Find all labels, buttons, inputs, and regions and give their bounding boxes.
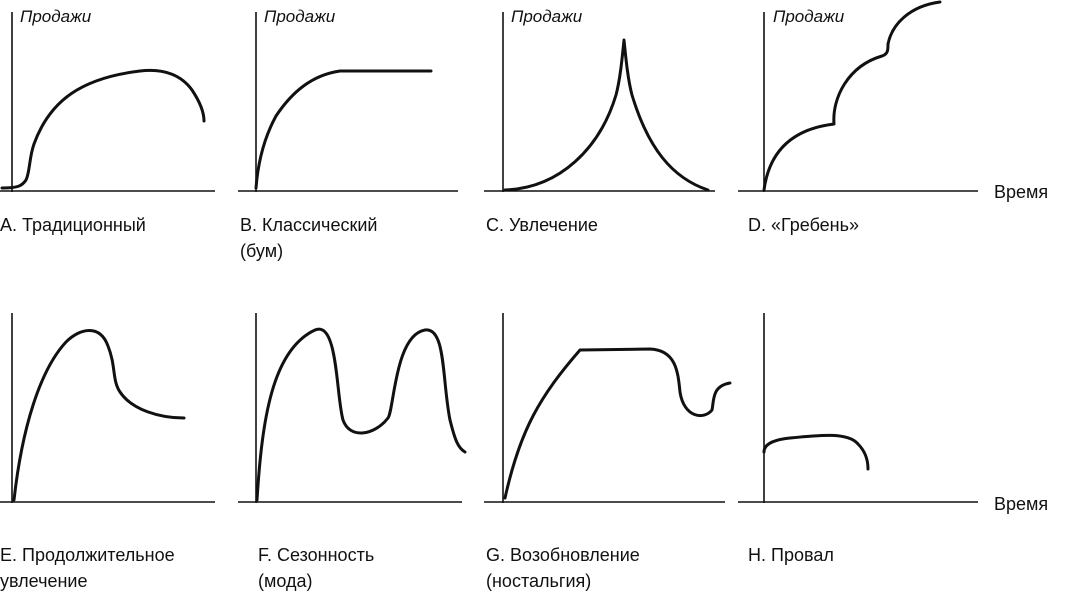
caption-h: H. Провал [748, 542, 834, 568]
top-x-label: Время [994, 182, 1048, 202]
panel-c-axes [484, 12, 715, 192]
caption-e-line-1: E. Продолжительное [0, 545, 175, 565]
panel-c-y-label: Продажи [511, 7, 583, 26]
panel-d-y-label: Продажи [773, 7, 845, 26]
caption-a-line-1: A. Традиционный [0, 215, 146, 235]
caption-b-line-1: B. Классический [240, 215, 378, 235]
curve-h-failure [762, 433, 870, 471]
curve-a-traditional [0, 68, 206, 190]
panel-d-axes [738, 12, 978, 192]
caption-c-line-1: C. Увлечение [486, 215, 598, 235]
caption-g-line-2: (ностальгия) [486, 571, 592, 591]
curve-c-fad [503, 38, 710, 192]
panel-e-axes [0, 313, 215, 503]
caption-d: D. «Гребень» [748, 212, 859, 238]
curve-b-classic-boom [254, 69, 433, 190]
panel-f-axes [238, 313, 462, 503]
caption-a: A. Традиционный [0, 212, 146, 238]
curve-f-seasonal [255, 327, 467, 502]
curve-g-revival [503, 347, 732, 500]
caption-f: F. Сезонность (мода) [258, 542, 374, 594]
panel-b-axes [238, 12, 458, 192]
curve-e-extended-fad [12, 329, 186, 502]
caption-f-line-2: (мода) [258, 571, 313, 591]
panel-g-axes [484, 313, 725, 503]
bottom-x-label: Время [994, 494, 1048, 514]
panel-h-axes [738, 313, 978, 503]
panel-a-y-label: Продажи [20, 7, 92, 26]
caption-c: C. Увлечение [486, 212, 598, 238]
caption-b: B. Классический (бум) [240, 212, 377, 264]
caption-h-line-1: H. Провал [748, 545, 834, 565]
panel-a-axes [0, 12, 215, 192]
caption-d-line-1: D. «Гребень» [748, 215, 860, 235]
caption-g-line-1: G. Возобновление [486, 545, 640, 565]
caption-f-line-1: F. Сезонность [258, 545, 375, 565]
caption-b-line-2: (бум) [240, 241, 284, 261]
panel-b-y-label: Продажи [264, 7, 336, 26]
caption-e-line-2: увлечение [0, 571, 88, 591]
caption-g: G. Возобновление (ностальгия) [486, 542, 640, 594]
caption-e: E. Продолжительное увлечение [0, 542, 175, 594]
curve-d-scalloped [762, 0, 942, 192]
